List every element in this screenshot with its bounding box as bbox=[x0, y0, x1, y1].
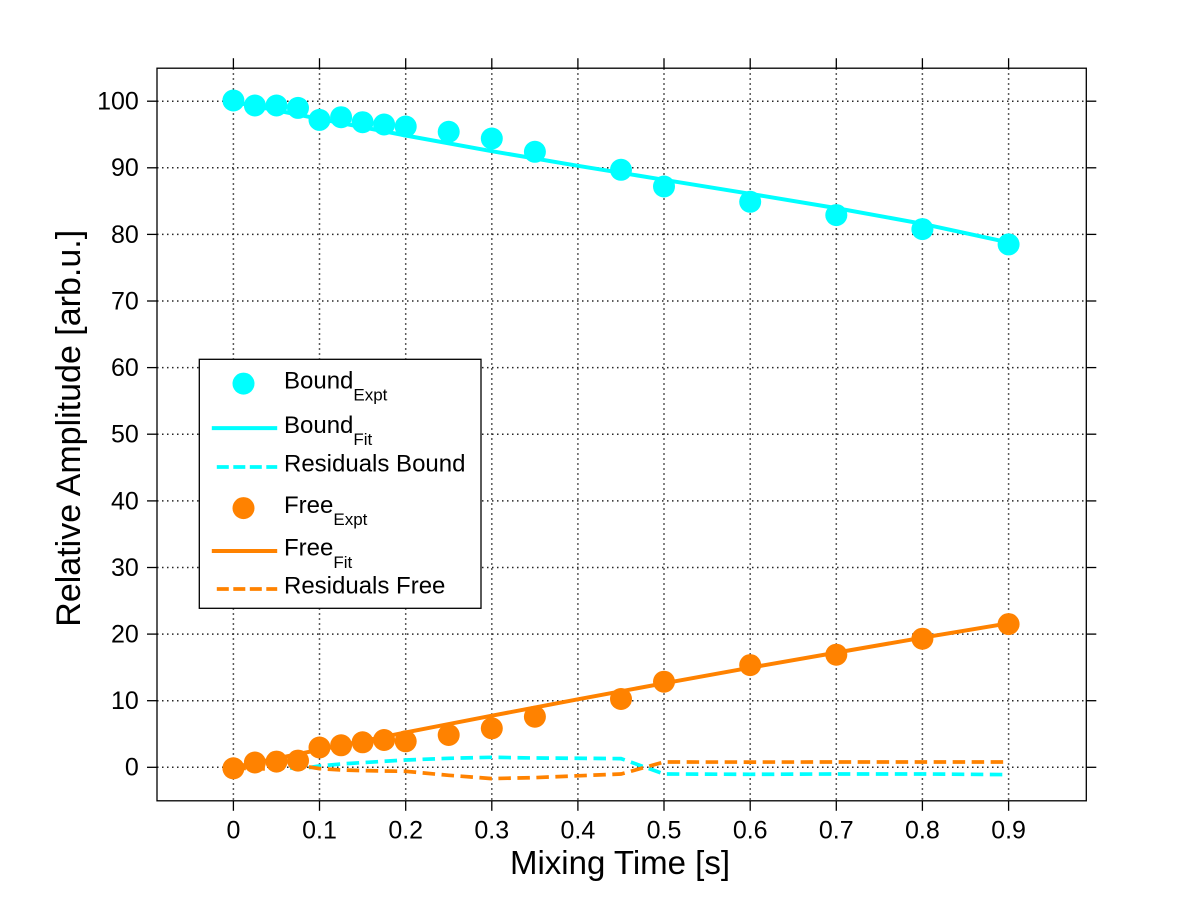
svg-text:20: 20 bbox=[111, 621, 139, 649]
svg-text:Bound: Bound bbox=[284, 412, 353, 439]
svg-text:60: 60 bbox=[111, 354, 139, 382]
svg-text:0: 0 bbox=[125, 754, 139, 782]
svg-text:0.3: 0.3 bbox=[474, 817, 509, 845]
svg-text:10: 10 bbox=[111, 687, 139, 715]
svg-text:Expt: Expt bbox=[353, 386, 387, 405]
svg-text:Bound: Bound bbox=[284, 367, 353, 394]
svg-text:0.5: 0.5 bbox=[647, 817, 682, 845]
svg-text:0.4: 0.4 bbox=[561, 817, 596, 845]
svg-text:Expt: Expt bbox=[333, 510, 367, 529]
svg-text:0.2: 0.2 bbox=[388, 817, 423, 845]
svg-text:30: 30 bbox=[111, 554, 139, 582]
svg-text:0.6: 0.6 bbox=[733, 817, 768, 845]
svg-text:0.7: 0.7 bbox=[819, 817, 854, 845]
svg-text:Residuals Free: Residuals Free bbox=[284, 573, 445, 600]
svg-text:100: 100 bbox=[97, 88, 139, 116]
svg-text:40: 40 bbox=[111, 487, 139, 515]
svg-text:70: 70 bbox=[111, 287, 139, 315]
svg-text:0.9: 0.9 bbox=[991, 817, 1026, 845]
svg-text:Fit: Fit bbox=[333, 553, 352, 572]
svg-text:Free: Free bbox=[284, 492, 333, 519]
svg-text:0.8: 0.8 bbox=[905, 817, 940, 845]
svg-text:Mixing Time [s]: Mixing Time [s] bbox=[510, 844, 730, 881]
svg-text:0: 0 bbox=[226, 817, 240, 845]
svg-text:50: 50 bbox=[111, 421, 139, 449]
svg-text:90: 90 bbox=[111, 154, 139, 182]
svg-text:80: 80 bbox=[111, 221, 139, 249]
svg-text:Fit: Fit bbox=[353, 430, 372, 449]
svg-text:Free: Free bbox=[284, 535, 333, 562]
svg-text:0.1: 0.1 bbox=[302, 817, 337, 845]
svg-text:Residuals Bound: Residuals Bound bbox=[284, 451, 465, 478]
svg-text:Relative Amplitude [arb.u.]: Relative Amplitude [arb.u.] bbox=[50, 230, 88, 627]
